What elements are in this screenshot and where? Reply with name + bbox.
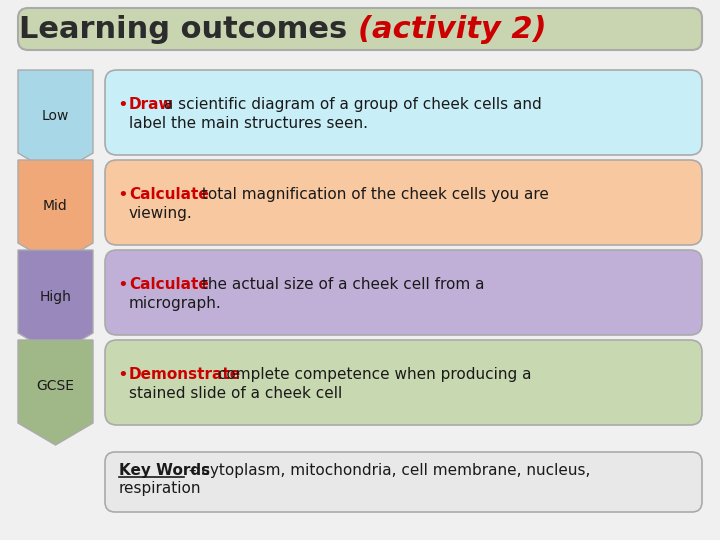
Text: Calculate: Calculate	[129, 187, 209, 202]
Text: Learning outcomes: Learning outcomes	[19, 15, 358, 44]
Text: total magnification of the cheek cells you are: total magnification of the cheek cells y…	[197, 187, 549, 202]
FancyBboxPatch shape	[18, 8, 702, 50]
Text: •: •	[117, 366, 127, 383]
Text: •: •	[117, 275, 127, 294]
Polygon shape	[18, 250, 93, 355]
FancyBboxPatch shape	[105, 250, 702, 335]
Text: •: •	[117, 186, 127, 204]
Text: micrograph.: micrograph.	[129, 296, 222, 311]
FancyBboxPatch shape	[105, 160, 702, 245]
Polygon shape	[18, 340, 93, 445]
Text: label the main structures seen.: label the main structures seen.	[129, 116, 368, 131]
Text: Low: Low	[42, 110, 69, 124]
FancyBboxPatch shape	[105, 70, 702, 155]
FancyBboxPatch shape	[105, 340, 702, 425]
Text: respiration: respiration	[119, 481, 202, 496]
FancyBboxPatch shape	[105, 452, 702, 512]
Text: •: •	[117, 96, 127, 113]
Text: Draw: Draw	[129, 97, 174, 112]
Text: Mid: Mid	[43, 199, 68, 213]
Polygon shape	[18, 160, 93, 265]
Text: a scientific diagram of a group of cheek cells and: a scientific diagram of a group of cheek…	[159, 97, 542, 112]
Polygon shape	[18, 70, 93, 175]
Text: the actual size of a cheek cell from a: the actual size of a cheek cell from a	[197, 277, 485, 292]
Text: viewing.: viewing.	[129, 206, 193, 221]
Text: stained slide of a cheek cell: stained slide of a cheek cell	[129, 386, 342, 401]
Text: (activity 2): (activity 2)	[358, 15, 546, 44]
Text: GCSE: GCSE	[37, 380, 74, 394]
Text: High: High	[40, 289, 71, 303]
Text: Key Words: Key Words	[119, 462, 210, 477]
Text: – cytoplasm, mitochondria, cell membrane, nucleus,: – cytoplasm, mitochondria, cell membrane…	[184, 462, 590, 477]
Text: Demonstrate: Demonstrate	[129, 367, 241, 382]
Text: complete competence when producing a: complete competence when producing a	[212, 367, 531, 382]
Text: Calculate: Calculate	[129, 277, 209, 292]
